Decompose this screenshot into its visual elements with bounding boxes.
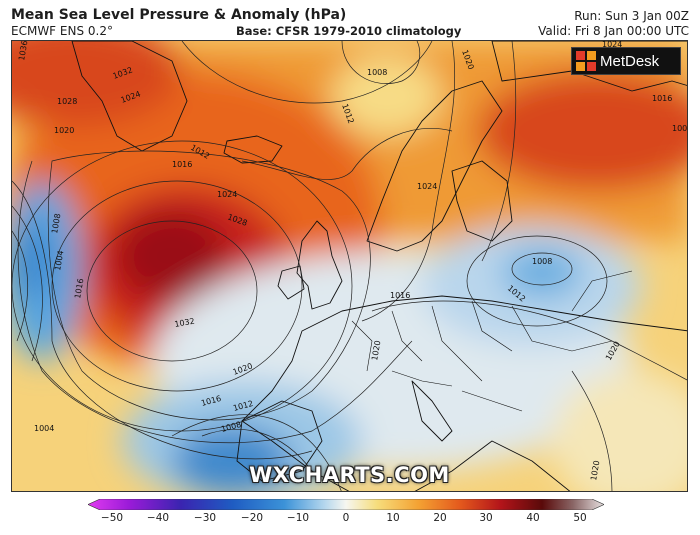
isobars <box>12 41 687 491</box>
isobar-1024-north <box>361 41 456 322</box>
wxcharts-watermark: WXCHARTS.COM <box>249 463 450 487</box>
finland-coast <box>451 160 513 242</box>
colorbar-tick: −50 <box>100 512 124 524</box>
colorbar-tick: 30 <box>479 512 493 524</box>
isobar-1008-east <box>511 252 573 286</box>
isobar-label: 1004 <box>53 250 65 272</box>
isobar-label: 1008 <box>532 257 552 266</box>
scandinavia-coast <box>366 80 503 252</box>
colorbar-tick: −40 <box>146 512 170 524</box>
italy-coast <box>411 380 453 442</box>
iberia-coast <box>236 400 323 482</box>
map-canvas: 1036 1032 1028 1024 1020 1016 1012 1008 … <box>12 41 688 491</box>
anomaly-norwegian-sea <box>332 56 442 136</box>
colorbar-tick: 40 <box>526 512 540 524</box>
isobar-label: 1008 <box>50 213 62 235</box>
isobar-label: 1020 <box>370 340 382 362</box>
run-time: Run: Sun 3 Jan 00Z <box>574 9 689 23</box>
metdesk-grid-icon <box>576 51 596 71</box>
greenland-coast <box>71 41 188 152</box>
isobar-label: 1008 <box>672 124 688 133</box>
isobar-1008-north <box>341 41 421 84</box>
isobar-label: 1024 <box>417 182 437 191</box>
isobar-1008-west <box>12 205 43 362</box>
colorbar-tick: 0 <box>342 512 350 524</box>
colorbar-tick: −10 <box>286 512 310 524</box>
isobar-label: 1004 <box>34 424 54 433</box>
anomaly-core-atlantic <box>117 211 227 301</box>
colorbar-tick: 50 <box>573 512 587 524</box>
isobar-1012-south <box>171 414 342 491</box>
isobar-1016-west <box>17 160 413 444</box>
colorbar-tick: −30 <box>193 512 217 524</box>
isobar-1004-west <box>12 230 29 342</box>
anomaly-negative-west-core <box>12 221 52 301</box>
model-name: ECMWF ENS 0.2° <box>11 24 113 38</box>
anomaly-negative-ukraine <box>502 248 582 298</box>
anomaly-middle-east <box>552 371 687 491</box>
ireland-coast <box>277 265 305 300</box>
country-borders <box>351 270 633 412</box>
isobar-label: 1020 <box>54 126 74 135</box>
colorbar <box>88 499 604 510</box>
anomaly-russia <box>477 71 687 191</box>
colorbar-tick: 10 <box>386 512 400 524</box>
anomaly-greenland <box>12 41 182 126</box>
colorbar-tick: −20 <box>240 512 264 524</box>
isobar-label: 1016 <box>73 278 85 300</box>
isobar-1016-east <box>371 300 687 381</box>
isobar-1032 <box>86 220 258 362</box>
pressure-anomaly-map[interactable]: 1036 1032 1028 1024 1020 1016 1012 1008 … <box>11 40 688 492</box>
isobar-label: 1028 <box>57 97 77 106</box>
isobar-1012-east <box>466 235 608 327</box>
isobar-1012-west <box>12 180 313 460</box>
isobar-1028 <box>51 180 303 392</box>
isobar-label: 1020 <box>589 460 601 482</box>
isobar-label: 1036 <box>17 41 29 61</box>
climatology-base: Base: CFSR 1979-2010 climatology <box>236 24 462 38</box>
valid-time: Valid: Fri 8 Jan 00:00 UTC <box>538 24 689 38</box>
isobar-label: 1016 <box>652 94 672 103</box>
isobar-1012-north <box>181 41 433 104</box>
chart-title: Mean Sea Level Pressure & Anomaly (hPa) <box>11 7 347 23</box>
iceland-coast <box>223 135 283 164</box>
isobar-label: 1024 <box>217 190 237 199</box>
colorbar-ticks: −50 −40 −30 −20 −10 0 10 20 30 40 50 <box>0 512 700 528</box>
isobar-label: 1016 <box>172 160 192 169</box>
isobar-1020-west <box>47 150 371 421</box>
anomaly-negative-iberia <box>172 426 292 491</box>
isobar-1016-north <box>241 128 453 180</box>
isobar-label: 1024 <box>602 41 622 49</box>
continental-europe-coast <box>241 295 687 491</box>
metdesk-logo: MetDesk <box>571 47 681 75</box>
isobar-label: 1032 <box>174 317 196 329</box>
metdesk-logo-text: MetDesk <box>600 52 660 70</box>
isobar-1020-southeast <box>571 370 613 491</box>
isobar-1020-east <box>481 41 517 262</box>
isobar-1008-south <box>201 429 313 472</box>
isobar-label: 1008 <box>367 68 387 77</box>
colorbar-tick: 20 <box>433 512 447 524</box>
isobar-label: 1016 <box>390 291 410 300</box>
